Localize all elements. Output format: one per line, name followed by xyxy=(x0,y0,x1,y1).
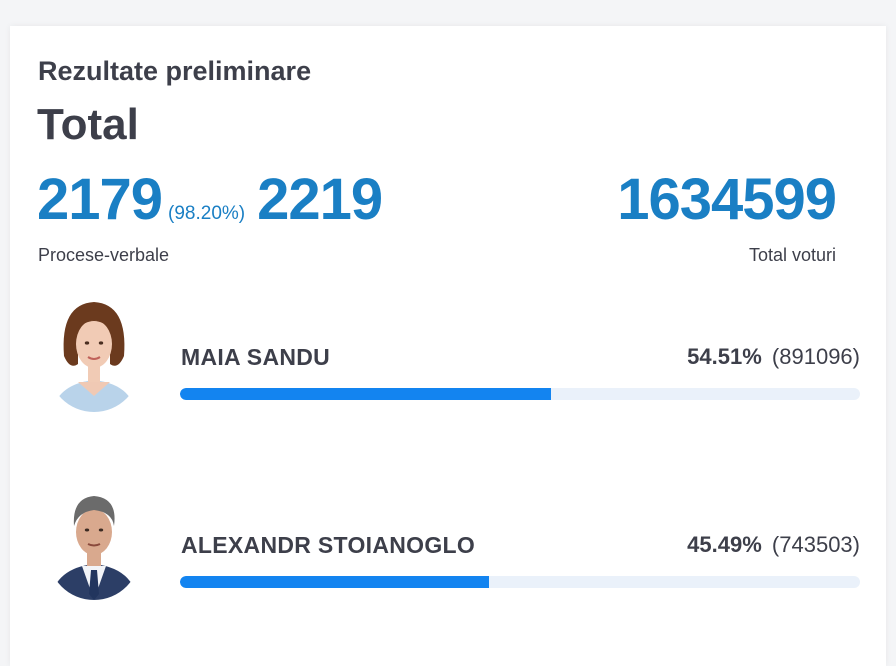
reports-percent: (98.20%) xyxy=(168,203,246,224)
vote-share-bar xyxy=(180,576,860,588)
total-title: Total xyxy=(37,100,139,149)
candidate-votes: (891096) xyxy=(771,344,860,369)
candidate-result: 54.51% (891096) xyxy=(687,344,860,370)
reports-label: Procese-verbale xyxy=(38,245,170,265)
candidate-photo-man-icon xyxy=(48,482,140,600)
candidate-result: 45.49% (743503) xyxy=(687,532,860,558)
candidate-percent: 54.51% xyxy=(687,344,762,369)
candidate-row: ALEXANDR STOIANOGLO 45.49% (743503) xyxy=(10,482,886,602)
candidate-row: MAIA SANDU 54.51% (891096) xyxy=(10,294,886,414)
reports-counted: 2179 xyxy=(37,167,163,232)
vote-share-fill xyxy=(180,388,551,400)
candidate-name: ALEXANDR STOIANOGLO xyxy=(181,532,476,558)
total-votes-label: Total voturi xyxy=(748,245,836,265)
total-votes: 1634599 xyxy=(617,167,837,232)
results-heading: Rezultate preliminare xyxy=(38,56,312,86)
candidate-photo-woman-icon xyxy=(48,294,140,412)
candidate-percent: 45.49% xyxy=(687,532,762,557)
reports-total: 2219 xyxy=(257,167,383,232)
candidate-votes: (743503) xyxy=(771,532,860,557)
vote-share-bar xyxy=(180,388,860,400)
reports-count: 2179 (98.20%) 2219 xyxy=(37,166,383,233)
vote-share-fill xyxy=(180,576,490,588)
results-card: Rezultate preliminare Total 2179 (98.20%… xyxy=(10,26,886,666)
candidate-name: MAIA SANDU xyxy=(181,344,331,370)
